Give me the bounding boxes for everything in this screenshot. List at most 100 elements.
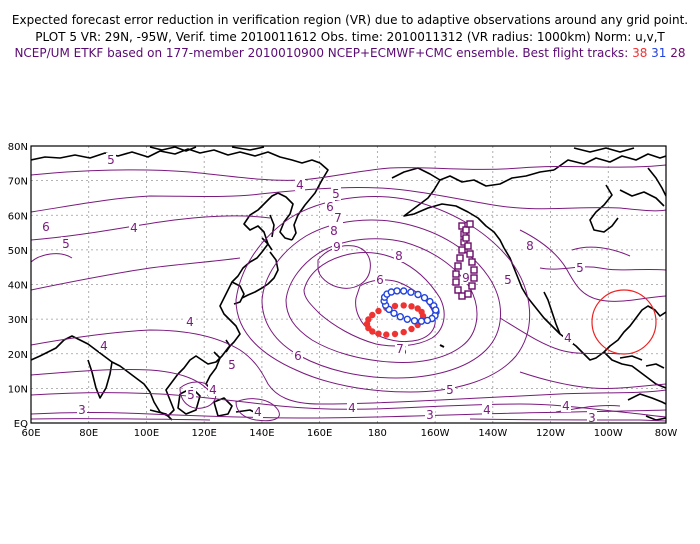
contour-label-bg [332, 240, 342, 253]
flight-track-blue-point [414, 290, 422, 299]
flight-track-purple-point [462, 226, 470, 234]
flight-track-red-point [375, 330, 382, 337]
flight-track-purple-point [468, 258, 476, 266]
contour-label-bg [395, 342, 405, 355]
track-red-count: 38 [632, 46, 648, 60]
lon-tick-label: 60E [21, 428, 40, 439]
contour-label: 3 [588, 411, 596, 425]
contour-label-bg [325, 200, 335, 213]
contour-label-bg [425, 408, 435, 421]
contour-label-bg [295, 178, 305, 191]
track-purple-count: 28 [670, 46, 686, 60]
contour-label: 8 [330, 224, 338, 238]
flight-track-purple-point [462, 234, 470, 242]
flight-track-purple-point [452, 278, 460, 286]
lat-tick-label: 10N [8, 384, 28, 395]
flight-track-purple-point [458, 246, 466, 254]
longitude-axis: 60E 80E 100E 120E 140E 160E 180 160W 140W 120W 100… [21, 428, 677, 439]
contour-label: 8 [395, 249, 403, 263]
flight-tracks [363, 220, 478, 338]
flight-track-purple-point [468, 282, 476, 290]
contour-label: 5 [446, 383, 454, 397]
lat-tick-label: 80N [8, 142, 28, 153]
contour-label-bg [561, 399, 571, 412]
flight-track-purple-point [470, 274, 478, 282]
contour-label-bg [347, 401, 357, 414]
header-line-3: NCEP/UM ETKF based on 177-member 2010010… [0, 45, 700, 62]
flight-track-purple-point [464, 242, 472, 250]
flight-track-purple-point [458, 222, 466, 230]
header-line-1: Expected forecast error reduction in ver… [11, 13, 689, 27]
contour-label-bg [61, 237, 71, 250]
map-frame [30, 145, 667, 424]
flight-track-blue-point [393, 287, 401, 295]
contour-label: 9 [462, 271, 470, 285]
flight-track-red-point [375, 307, 382, 315]
contour-label-bg [41, 220, 51, 233]
contour-label: 4 [209, 383, 217, 397]
lon-tick-label: 80E [79, 428, 98, 439]
contour-label: 5 [504, 273, 512, 287]
lon-tick-label: 80W [655, 428, 678, 439]
contour-label-bg [394, 249, 404, 262]
plot-header: Expected forecast error reduction in ver… [0, 12, 700, 62]
contour-label: 9 [333, 240, 341, 254]
contour-label: 5 [228, 358, 236, 372]
contour-label-bg [227, 358, 237, 371]
lon-tick-label: 160E [307, 428, 332, 439]
flight-track-red-point [391, 330, 399, 338]
contour-label-bg [575, 261, 585, 274]
flight-track-red-point [391, 302, 399, 310]
contour-label-bg [482, 403, 492, 416]
flight-track-red-point [408, 303, 415, 310]
gridlines [31, 146, 666, 423]
contour-label-bg [333, 211, 343, 224]
contour-label: 4 [100, 339, 108, 353]
lon-tick-label: 140E [249, 428, 274, 439]
flight-track-red-point [383, 331, 390, 338]
header-line-3-text: NCEP/UM ETKF based on 177-member 2010010… [14, 46, 629, 60]
contour-label: 7 [334, 211, 342, 225]
contour-label-bg [563, 331, 573, 344]
lat-tick-label: 30N [8, 315, 28, 326]
contour-label: 4 [562, 399, 570, 413]
flight-track-red-point [400, 302, 407, 309]
flight-track-blue-point [420, 294, 429, 302]
contour-label: 5 [107, 153, 115, 167]
flight-track-blue-point [403, 315, 411, 323]
flight-track-blue-point [390, 309, 398, 317]
lat-tick-label: 60N [8, 211, 28, 222]
contour-label: 4 [186, 315, 194, 329]
flight-track-purple-point [458, 292, 466, 300]
flight-track-red-point [400, 328, 407, 336]
flight-track-purple-point [466, 220, 474, 228]
flight-track-purple-point [454, 262, 462, 270]
contour-label: 6 [326, 200, 334, 214]
contour-label-bg [106, 153, 116, 166]
lon-tick-label: 140W [478, 428, 507, 439]
lon-tick-label: 100W [594, 428, 623, 439]
contour-label: 4 [348, 401, 356, 415]
lon-tick-label: 180 [368, 428, 387, 439]
contour-label-bg [129, 221, 139, 234]
contour-label: 4 [254, 405, 262, 419]
flight-track-blue-point [423, 316, 432, 325]
flight-track-blue-point [410, 317, 419, 325]
contour-label: 6 [42, 220, 50, 234]
contour-label: 4 [564, 331, 572, 345]
verification-region-circle [591, 289, 657, 355]
header-line-2: PLOT 5 VR: 29N, -95W, Verif. time 201001… [35, 29, 665, 44]
contour-label: 5 [62, 237, 70, 251]
lon-tick-label: 120E [191, 428, 216, 439]
contour-label-bg [186, 388, 196, 401]
contour-label: 8 [526, 239, 534, 253]
contour-label-bg [208, 383, 218, 396]
flight-track-red-point [408, 325, 415, 333]
flight-track-blue-point [417, 317, 426, 325]
flight-track-blue-point [400, 287, 408, 295]
contour-label-bg [445, 383, 455, 396]
lat-tick-label: 20N [8, 350, 28, 361]
flight-track-purple-point [470, 266, 478, 274]
